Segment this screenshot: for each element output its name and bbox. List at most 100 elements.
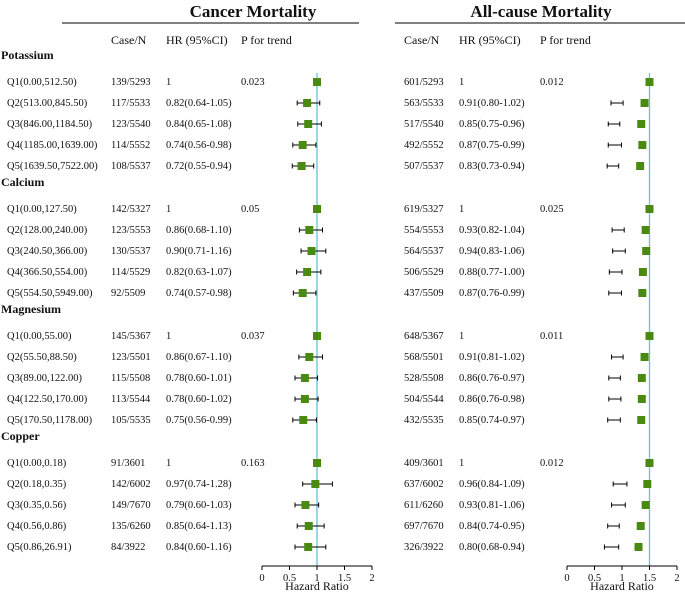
hr-marker [299, 416, 308, 424]
row-hr-ci: 1 [459, 77, 464, 88]
row-hr-ci: 0.82(0.64-1.05) [166, 98, 232, 109]
x-axis-label: Hazard Ratio [590, 579, 654, 593]
row-hr-ci: 0.88(0.77-1.00) [459, 267, 525, 278]
row-label: Q5(0.86,26.91) [7, 542, 72, 553]
row-label: Q2(55.50,88.50) [7, 352, 77, 363]
hr-marker [641, 501, 650, 509]
row-p-trend: 0.012 [540, 458, 564, 469]
row-p-trend: 0.025 [540, 204, 564, 215]
row-label: Q5(554.50,5949.00) [7, 288, 93, 299]
hr-marker [304, 522, 313, 530]
x-tick-label: 0.5 [283, 573, 296, 584]
header-hr-ci: HR (95%CI) [166, 33, 228, 47]
hr-marker [645, 205, 654, 213]
row-hr-ci: 0.93(0.81-1.06) [459, 500, 525, 511]
row-label: Q3(240.50,366.00) [7, 246, 88, 257]
row-case-n: 91/3601 [111, 458, 145, 469]
hr-marker [637, 416, 646, 424]
row-hr-ci: 0.87(0.75-0.99) [459, 140, 525, 151]
hr-marker [637, 395, 646, 403]
row-case-n: 108/5537 [111, 161, 151, 172]
header-case-n: Case/N [111, 33, 147, 47]
hr-marker [636, 522, 645, 530]
hr-marker [640, 99, 649, 107]
row-label: Q1(0.00,55.00) [7, 331, 72, 342]
hr-marker [634, 543, 643, 551]
row-case-n: 114/5529 [111, 267, 150, 278]
x-tick-label: 0.5 [588, 573, 601, 584]
row-hr-ci: 0.79(0.60-1.03) [166, 500, 232, 511]
row-case-n: 506/5529 [404, 267, 444, 278]
row-case-n: 648/5367 [404, 331, 444, 342]
row-hr-ci: 0.78(0.60-1.02) [166, 394, 232, 405]
row-case-n: 105/5535 [111, 415, 151, 426]
x-tick-label: 0 [259, 573, 264, 584]
row-hr-ci: 1 [459, 331, 464, 342]
row-hr-ci: 0.94(0.83-1.06) [459, 246, 525, 257]
row-case-n: 437/5509 [404, 288, 444, 299]
row-case-n: 135/6260 [111, 521, 151, 532]
row-case-n: 139/5293 [111, 77, 151, 88]
row-hr-ci: 0.87(0.76-0.99) [459, 288, 525, 299]
x-axis-label: Hazard Ratio [285, 579, 349, 593]
row-p-trend: 0.05 [241, 204, 259, 215]
row-hr-ci: 0.84(0.60-1.16) [166, 542, 232, 553]
x-tick-label: 2 [369, 573, 374, 584]
row-hr-ci: 0.86(0.76-0.97) [459, 373, 525, 384]
row-case-n: 611/6260 [404, 500, 443, 511]
hr-marker [313, 78, 321, 86]
hr-marker [300, 374, 309, 382]
x-tick-label: 0 [564, 573, 569, 584]
row-case-n: 142/6002 [111, 479, 151, 490]
row-hr-ci: 0.85(0.75-0.96) [459, 119, 525, 130]
row-case-n: 84/3922 [111, 542, 145, 553]
panel-title: Cancer Mortality [190, 2, 317, 21]
header-p-trend: P for trend [241, 33, 292, 47]
hr-marker [298, 141, 307, 149]
row-hr-ci: 0.72(0.55-0.94) [166, 161, 232, 172]
hr-marker [311, 480, 320, 488]
row-hr-ci: 1 [459, 458, 464, 469]
row-case-n: 123/5501 [111, 352, 151, 363]
row-hr-ci: 1 [166, 331, 171, 342]
row-case-n: 115/5508 [111, 373, 150, 384]
row-case-n: 619/5327 [404, 204, 444, 215]
row-hr-ci: 0.75(0.56-0.99) [166, 415, 232, 426]
x-tick-label: 1 [314, 573, 319, 584]
header-hr-ci: HR (95%CI) [459, 33, 521, 47]
row-label: Q1(0.00,127.50) [7, 204, 77, 215]
hr-marker [645, 78, 654, 86]
row-case-n: 637/6002 [404, 479, 444, 490]
row-hr-ci: 0.86(0.67-1.10) [166, 352, 232, 363]
group-title: Calcium [1, 175, 44, 189]
row-label: Q3(0.35,0.56) [7, 500, 67, 511]
hr-marker [305, 353, 314, 361]
header-p-trend: P for trend [540, 33, 591, 47]
row-p-trend: 0.023 [241, 77, 265, 88]
group-title: Copper [1, 429, 40, 443]
row-hr-ci: 0.93(0.82-1.04) [459, 225, 525, 236]
row-label: Q5(170.50,1178.00) [7, 415, 93, 426]
row-hr-ci: 0.85(0.74-0.97) [459, 415, 525, 426]
row-case-n: 554/5553 [404, 225, 444, 236]
row-label: Q1(0.00,512.50) [7, 77, 77, 88]
x-tick-label: 1.5 [643, 573, 656, 584]
row-hr-ci: 1 [459, 204, 464, 215]
row-hr-ci: 1 [166, 458, 171, 469]
hr-marker [301, 501, 310, 509]
hr-marker [638, 141, 647, 149]
row-hr-ci: 0.90(0.71-1.16) [166, 246, 232, 257]
hr-marker [303, 99, 312, 107]
row-hr-ci: 0.91(0.80-1.02) [459, 98, 525, 109]
row-label: Q4(366.50,554.00) [7, 267, 88, 278]
hr-marker [640, 353, 649, 361]
hr-marker [645, 332, 654, 340]
row-hr-ci: 0.80(0.68-0.94) [459, 542, 525, 553]
row-hr-ci: 0.86(0.76-0.98) [459, 394, 525, 405]
hr-marker [313, 205, 321, 213]
row-case-n: 507/5537 [404, 161, 444, 172]
hr-marker [642, 247, 651, 255]
row-case-n: 568/5501 [404, 352, 444, 363]
hr-marker [303, 268, 312, 276]
row-hr-ci: 0.91(0.81-1.02) [459, 352, 525, 363]
